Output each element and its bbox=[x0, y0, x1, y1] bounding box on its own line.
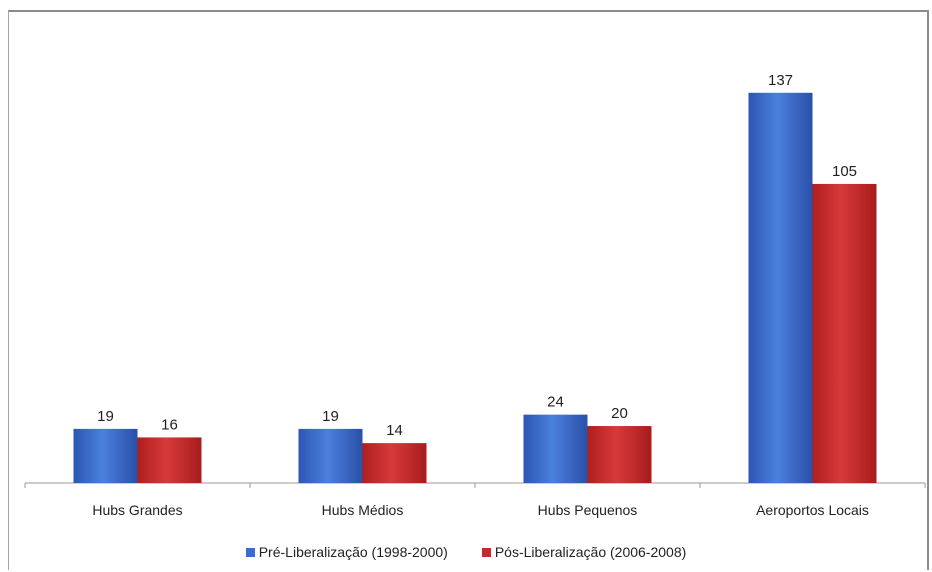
legend-swatch-pre bbox=[245, 547, 255, 557]
data-labels: 19 16 19 14 24 20 137 105 bbox=[97, 72, 857, 439]
bar-pos-1 bbox=[362, 443, 427, 483]
bar-pre-0 bbox=[73, 428, 138, 483]
category-label-0: Hubs Grandes bbox=[92, 502, 182, 518]
legend-swatch-pos bbox=[481, 547, 491, 557]
data-label-pos-2: 20 bbox=[611, 405, 628, 422]
legend-item-pos: Pós-Liberalização (2006-2008) bbox=[481, 544, 687, 560]
data-label-pos-3: 105 bbox=[832, 163, 857, 180]
data-label-pos-1: 14 bbox=[386, 422, 403, 439]
data-label-pos-0: 16 bbox=[161, 416, 178, 433]
bar-pre-2 bbox=[523, 414, 588, 483]
legend-item-pre: Pré-Liberalização (1998-2000) bbox=[245, 544, 448, 560]
legend-label-pre: Pré-Liberalização (1998-2000) bbox=[258, 544, 448, 560]
bar-pos-3 bbox=[812, 183, 877, 483]
data-label-pre-2: 24 bbox=[547, 394, 564, 411]
bar-pos-0 bbox=[137, 437, 202, 483]
data-label-pre-0: 19 bbox=[97, 408, 114, 425]
category-labels: Hubs Grandes Hubs Médios Hubs Pequenos Aero… bbox=[92, 502, 869, 518]
bar-pre-3 bbox=[748, 92, 813, 484]
bars bbox=[73, 92, 877, 484]
bar-chart: 19 16 19 14 24 20 137 105 Hubs Grandes Hubs Médi… bbox=[24, 72, 926, 518]
legend-label-pos: Pós-Liberalização (2006-2008) bbox=[494, 544, 687, 560]
bar-pre-1 bbox=[298, 428, 363, 483]
data-label-pre-3: 137 bbox=[768, 72, 793, 89]
x-axis bbox=[24, 482, 926, 488]
bar-pos-2 bbox=[587, 426, 652, 483]
data-label-pre-1: 19 bbox=[322, 408, 339, 425]
category-label-2: Hubs Pequenos bbox=[538, 502, 638, 518]
legend: Pré-Liberalização (1998-2000) Pós-Libera… bbox=[0, 540, 932, 564]
category-label-3: Aeroportos Locais bbox=[756, 502, 869, 518]
category-label-1: Hubs Médios bbox=[322, 502, 404, 518]
